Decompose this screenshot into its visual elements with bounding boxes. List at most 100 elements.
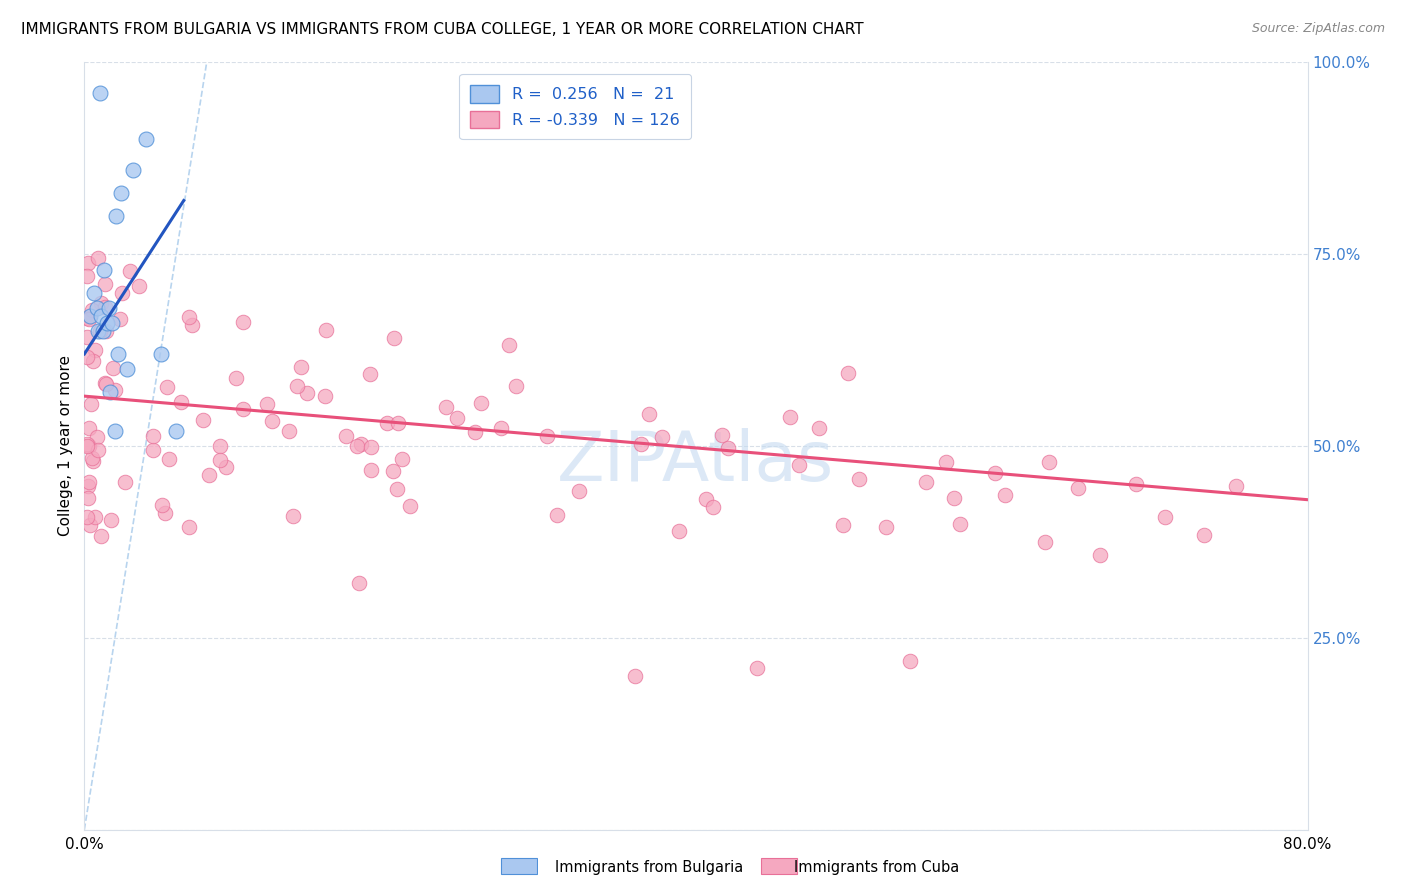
Point <box>360 463 382 477</box>
Point <box>360 440 382 454</box>
Point <box>82 354 104 368</box>
Point <box>76 269 98 284</box>
Point <box>82 451 104 466</box>
Point <box>630 436 652 450</box>
Point <box>149 347 172 361</box>
Point <box>831 517 853 532</box>
Point <box>177 520 200 534</box>
Point <box>84 343 107 357</box>
Point <box>165 424 187 438</box>
Point <box>347 575 370 590</box>
Point <box>114 475 136 490</box>
Point <box>387 416 409 430</box>
Point <box>209 439 232 453</box>
Point <box>209 453 232 467</box>
Point <box>79 309 101 323</box>
Point <box>77 312 100 326</box>
Point <box>142 442 165 457</box>
Point <box>225 371 247 385</box>
Point <box>346 439 368 453</box>
Text: Immigrants from Bulgaria: Immigrants from Bulgaria <box>555 860 744 874</box>
Text: Immigrants from Cuba: Immigrants from Cuba <box>794 860 960 874</box>
Point <box>157 451 180 466</box>
Point <box>1192 527 1215 541</box>
Point <box>111 286 134 301</box>
Point <box>135 132 157 146</box>
Point <box>1225 478 1247 492</box>
Point <box>350 437 373 451</box>
Point <box>498 338 520 352</box>
Point <box>546 508 568 522</box>
Point <box>1153 510 1175 524</box>
Point <box>385 483 408 497</box>
Point <box>717 441 740 455</box>
Text: IMMIGRANTS FROM BULGARIA VS IMMIGRANTS FROM CUBA COLLEGE, 1 YEAR OR MORE CORRELA: IMMIGRANTS FROM BULGARIA VS IMMIGRANTS F… <box>21 22 863 37</box>
Point <box>470 396 492 410</box>
Point <box>122 162 145 177</box>
Point <box>191 413 214 427</box>
Point <box>391 452 413 467</box>
Point <box>89 86 111 100</box>
Point <box>984 466 1007 480</box>
Point <box>260 414 283 428</box>
Point <box>96 316 118 330</box>
Point <box>128 279 150 293</box>
Point <box>83 509 105 524</box>
Point <box>848 472 870 486</box>
Point <box>107 347 129 361</box>
Point <box>382 331 405 345</box>
Bar <box>501 858 537 874</box>
Point <box>76 311 98 326</box>
Point <box>949 516 972 531</box>
Point <box>624 669 647 683</box>
Point <box>375 416 398 430</box>
Point <box>153 506 176 520</box>
Point <box>994 488 1017 502</box>
Point <box>536 429 558 443</box>
Point <box>142 429 165 443</box>
Point <box>489 421 512 435</box>
Point <box>278 424 301 438</box>
Point <box>710 428 733 442</box>
Point <box>105 209 128 223</box>
Point <box>89 324 111 338</box>
Point <box>381 464 404 478</box>
Point <box>1088 548 1111 562</box>
Point <box>87 324 110 338</box>
Point <box>1033 535 1056 549</box>
Point <box>943 491 966 506</box>
Point <box>82 303 104 318</box>
Point <box>1067 481 1090 495</box>
Point <box>103 384 125 398</box>
Point <box>898 654 921 668</box>
Point <box>281 508 304 523</box>
Point <box>77 256 100 270</box>
Point <box>935 455 957 469</box>
Point <box>90 529 112 543</box>
Point <box>94 376 117 390</box>
Point <box>100 513 122 527</box>
Point <box>87 251 110 265</box>
Point <box>787 458 810 472</box>
Point <box>779 409 801 424</box>
Point <box>434 401 457 415</box>
Point <box>98 385 121 400</box>
Point <box>86 430 108 444</box>
Bar <box>761 858 797 874</box>
Point <box>94 377 117 392</box>
Point <box>79 518 101 533</box>
Point <box>90 295 112 310</box>
Point <box>76 350 98 364</box>
Point <box>94 300 117 314</box>
Text: ZIPAtlas: ZIPAtlas <box>557 428 835 495</box>
Point <box>156 380 179 394</box>
Point <box>93 262 115 277</box>
Point <box>232 315 254 329</box>
Point <box>80 397 103 411</box>
Point <box>505 378 527 392</box>
Point <box>104 424 127 438</box>
Point <box>110 186 132 200</box>
Point <box>77 439 100 453</box>
Point <box>915 475 938 489</box>
Point <box>101 361 124 376</box>
